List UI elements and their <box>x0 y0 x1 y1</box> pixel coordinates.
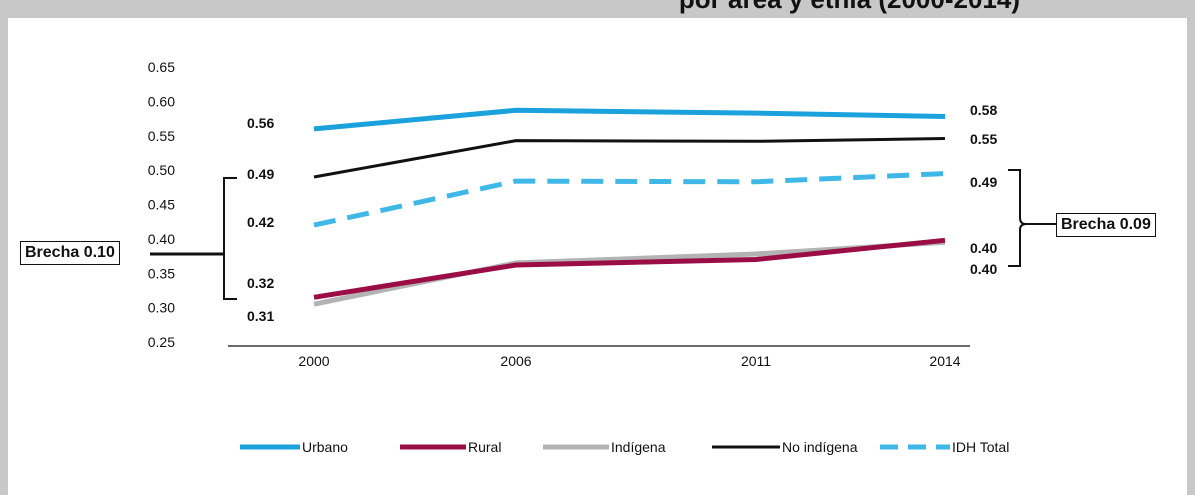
y-tick-label: 0.45 <box>148 197 175 213</box>
y-tick-label: 0.30 <box>148 300 175 316</box>
gap-bracket-right <box>1008 169 1027 267</box>
gap-right-label: Brecha 0.09 <box>1056 213 1156 237</box>
gap-bracket-left <box>223 177 237 300</box>
data-label: 0.42 <box>247 214 274 230</box>
y-tick-label: 0.25 <box>148 334 175 350</box>
data-label: 0.49 <box>970 174 997 190</box>
series-line <box>313 237 946 300</box>
x-tick-label: 2014 <box>929 353 960 369</box>
chart-title: por área y etnia (2000-2014) <box>300 0 1020 15</box>
y-tick-label: 0.50 <box>148 162 175 178</box>
series-line <box>313 137 946 179</box>
x-tick-label: 2000 <box>298 353 329 369</box>
data-label: 0.40 <box>970 240 997 256</box>
series-line <box>313 171 946 228</box>
data-label: 0.49 <box>247 166 274 182</box>
data-label: 0.32 <box>247 275 274 291</box>
data-label: 0.56 <box>247 115 274 131</box>
y-tick-label: 0.65 <box>148 59 175 75</box>
legend-label: Indígena <box>611 439 666 455</box>
data-label: 0.58 <box>970 102 997 118</box>
series-line <box>313 107 946 132</box>
y-tick-label: 0.40 <box>148 231 175 247</box>
data-label: 0.40 <box>970 261 997 277</box>
x-tick-label: 2006 <box>500 353 531 369</box>
legend-label: IDH Total <box>952 439 1009 455</box>
title-bar: por área y etnia (2000-2014) <box>0 0 1195 18</box>
data-label: 0.55 <box>970 131 997 147</box>
gap-left-label: Brecha 0.10 <box>20 241 120 265</box>
legend-label: No indígena <box>782 439 858 455</box>
frame-left-border <box>0 0 8 495</box>
data-label: 0.31 <box>247 308 274 324</box>
frame-right-border <box>1187 0 1195 495</box>
legend-label: Urbano <box>302 439 348 455</box>
legend-label: Rural <box>468 439 501 455</box>
y-tick-label: 0.55 <box>148 128 175 144</box>
x-tick-label: 2011 <box>741 353 771 369</box>
y-tick-label: 0.35 <box>148 265 175 281</box>
y-tick-label: 0.60 <box>148 93 175 109</box>
